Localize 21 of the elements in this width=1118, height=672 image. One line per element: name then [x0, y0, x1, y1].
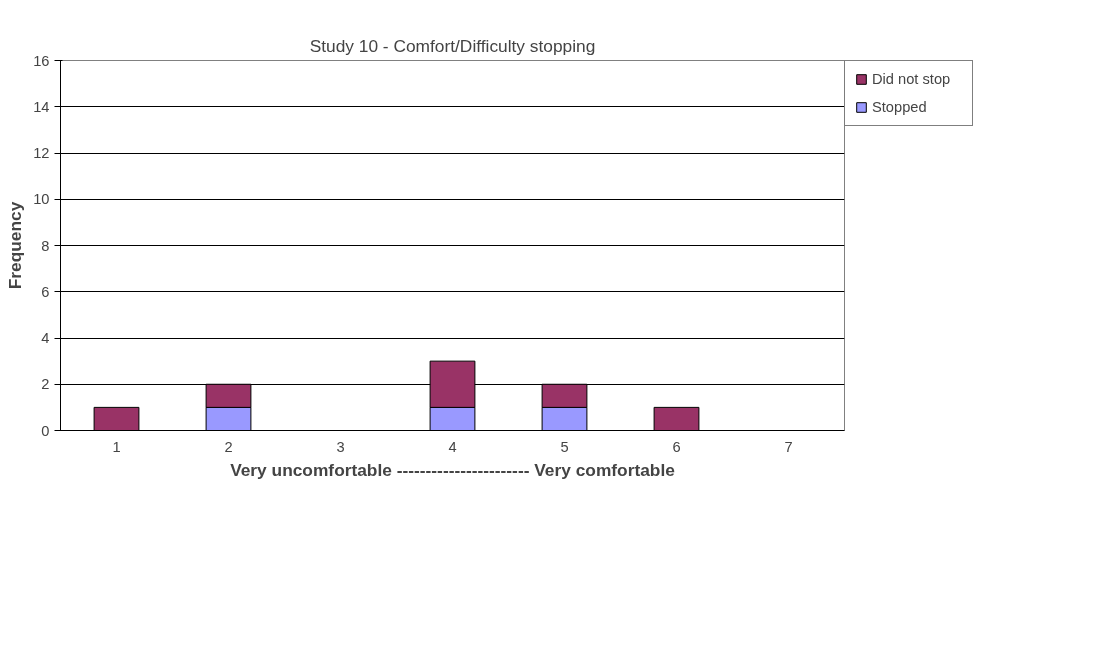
x-tick-label: 1 — [112, 438, 121, 455]
legend-label: Did not stop — [872, 71, 952, 87]
y-tick-label: 8 — [41, 237, 50, 254]
y-tick-label: 2 — [41, 376, 50, 393]
x-tick-label: 4 — [448, 438, 457, 455]
x-tick-label: 5 — [560, 438, 569, 455]
y-axis-title: Frequency — [5, 201, 26, 290]
x-tick-label: 6 — [672, 438, 681, 455]
x-tick-label: 7 — [784, 438, 793, 455]
y-tick-label: 16 — [33, 52, 50, 69]
x-axis-title: Very uncomfortable ----------------------- Very comfortable — [230, 459, 676, 480]
y-tick-label: 0 — [41, 422, 50, 439]
y-tick-label: 12 — [33, 145, 50, 161]
y-tick-label: 6 — [41, 283, 50, 300]
chart-title: Study 10 - Comfort/Difficulty stopping — [309, 35, 596, 56]
y-tick-label: 10 — [33, 191, 50, 208]
legend-label: Stopped — [872, 99, 928, 115]
y-tick-label: 4 — [41, 330, 50, 346]
y-tick-label: 14 — [33, 98, 50, 115]
x-tick-label: 2 — [224, 438, 233, 455]
x-tick-label: 3 — [336, 438, 345, 455]
